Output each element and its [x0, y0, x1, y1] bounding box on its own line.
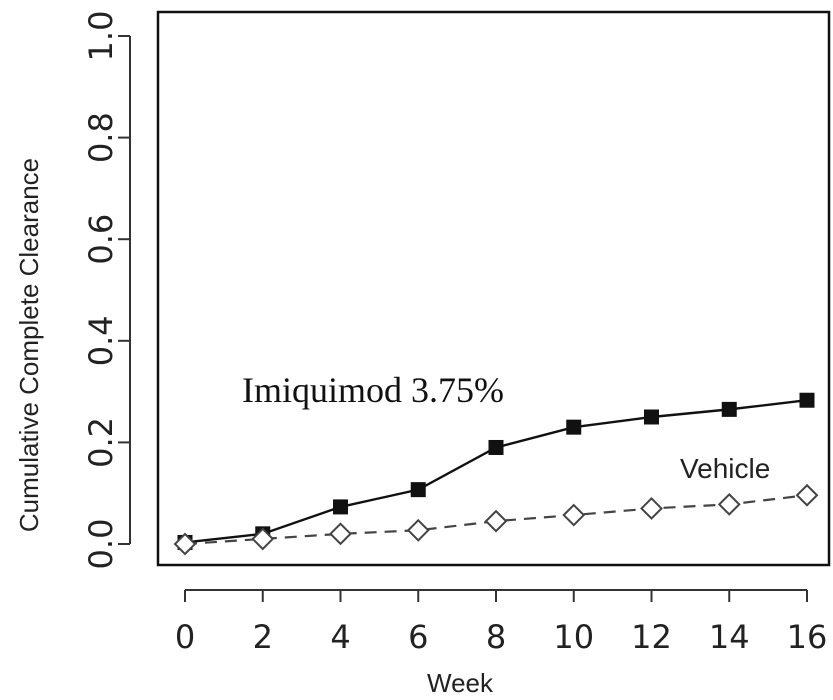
series-1-point-2: [329, 522, 352, 546]
x-axis: 0 2 4 6 8 10 12 14 16: [175, 589, 828, 656]
series-0-point-5: [566, 419, 582, 435]
x-tick-label-1: 2: [253, 618, 273, 656]
x-tick-label-0: 0: [175, 618, 195, 656]
series-0-point-8: [799, 392, 815, 408]
x-tick-label-4: 8: [486, 618, 506, 656]
series-1-point-6: [640, 497, 663, 520]
series-0-point-4: [488, 439, 504, 455]
x-tick-label-6: 12: [631, 618, 672, 656]
series-0-point-7: [721, 401, 737, 417]
series-1-point-3: [406, 518, 430, 542]
y-tick-label-2: 0.4: [82, 315, 120, 366]
x-tick-label-3: 6: [408, 618, 428, 656]
y-tick-label-5: 1.0: [82, 11, 120, 62]
y-tick-label-3: 0.6: [82, 214, 120, 265]
series-1-point-5: [562, 503, 586, 527]
y-axis: 0.0 0.2 0.4 0.6 0.8 1.0: [82, 11, 131, 570]
y-axis-label: Cumulative Complete Clearance: [14, 158, 44, 532]
series-label-imiquimod: Imiquimod 3.75%: [242, 370, 504, 410]
series-1-point-8: [795, 483, 819, 507]
series-1-point-1: [251, 527, 275, 551]
series-0-point-6: [644, 409, 659, 425]
x-tick-label-5: 10: [553, 618, 594, 656]
x-tick-label-2: 4: [330, 618, 350, 656]
series-label-vehicle: Vehicle: [680, 453, 770, 484]
series-1-point-4: [484, 509, 508, 533]
x-axis-label: Week: [427, 668, 494, 698]
series-1-point-7: [717, 492, 741, 516]
y-tick-label-4: 0.8: [82, 112, 120, 163]
x-tick-label-7: 14: [709, 618, 750, 656]
plot-frame: [156, 10, 831, 567]
series-1: [173, 483, 819, 556]
series-0: [177, 392, 815, 550]
series-0-point-2: [333, 499, 348, 515]
y-tick-label-0: 0.0: [82, 519, 120, 570]
y-tick-label-1: 0.2: [82, 417, 120, 468]
series-layer: [173, 392, 819, 556]
x-tick-label-8: 16: [787, 618, 828, 656]
series-0-point-3: [410, 482, 426, 498]
series-1-point-0: [173, 532, 197, 556]
